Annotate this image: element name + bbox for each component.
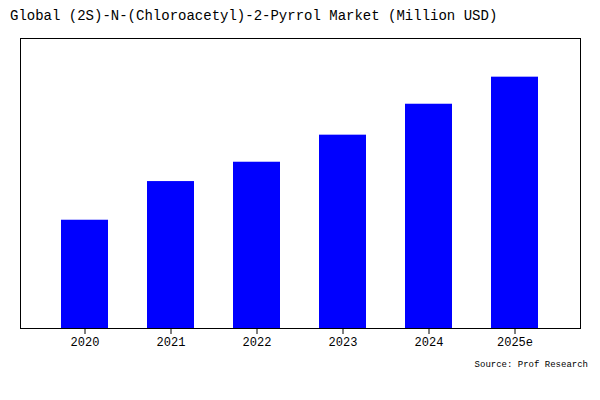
- svg-text:2024: 2024: [415, 336, 444, 350]
- svg-text:2023: 2023: [329, 336, 358, 350]
- svg-text:2025e: 2025e: [497, 336, 533, 350]
- html-text:Global (2S)-N-(Chloroacetyl)-2: Global (2S)-N-(Chloroacetyl)-2-Pyrrol Ma…: [10, 8, 498, 24]
- svg-text:2020: 2020: [71, 336, 100, 350]
- html-text:Source: Prof Research: Source: Prof Research: [474, 360, 588, 370]
- svg-text:2022: 2022: [243, 336, 272, 350]
- svg-text:2021: 2021: [157, 336, 186, 350]
